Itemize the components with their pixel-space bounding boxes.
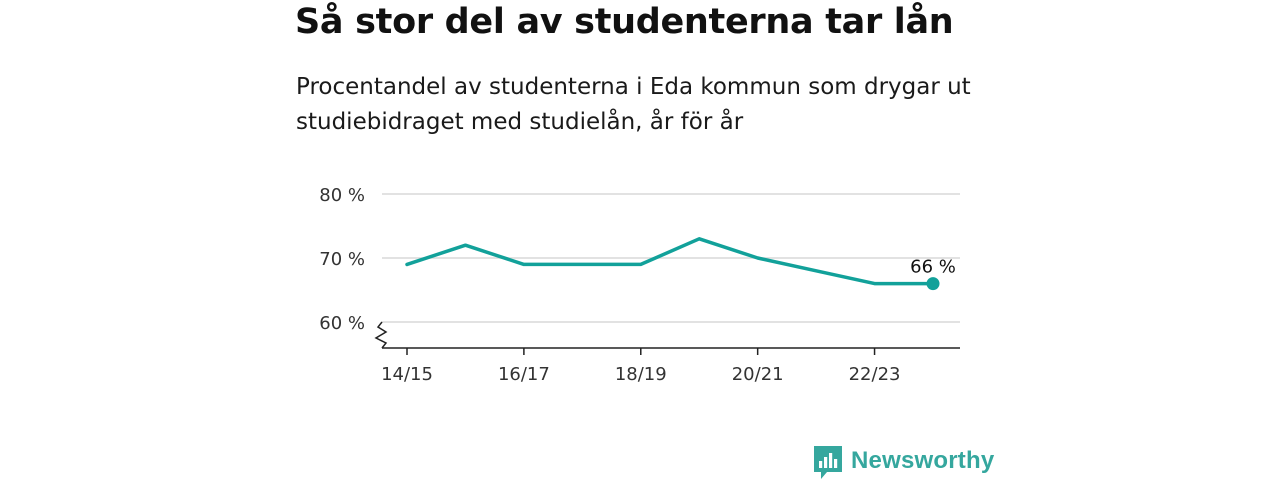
newsworthy-logo-icon	[814, 446, 842, 479]
x-tick-label: 18/19	[615, 364, 667, 385]
y-tick-label: 60 %	[319, 313, 365, 334]
x-tick-label: 16/17	[498, 364, 550, 385]
brand: Newsworthy	[814, 446, 994, 480]
chart-title: Så stor del av studenterna tar lån	[295, 2, 954, 42]
y-axis-break-marker	[374, 321, 388, 349]
series-line	[405, 237, 935, 286]
y-tick-label: 70 %	[319, 249, 365, 270]
end-value-label: 66 %	[910, 257, 956, 278]
end-point-marker	[926, 277, 940, 291]
x-tick-label: 20/21	[732, 364, 784, 385]
chart-subtitle: Procentandel av studenterna i Eda kommun…	[296, 74, 971, 135]
x-tick-label: 14/15	[381, 364, 433, 385]
brand-name: Newsworthy	[851, 447, 995, 474]
x-tick-label: 22/23	[849, 364, 901, 385]
y-tick-label: 80 %	[319, 185, 365, 206]
